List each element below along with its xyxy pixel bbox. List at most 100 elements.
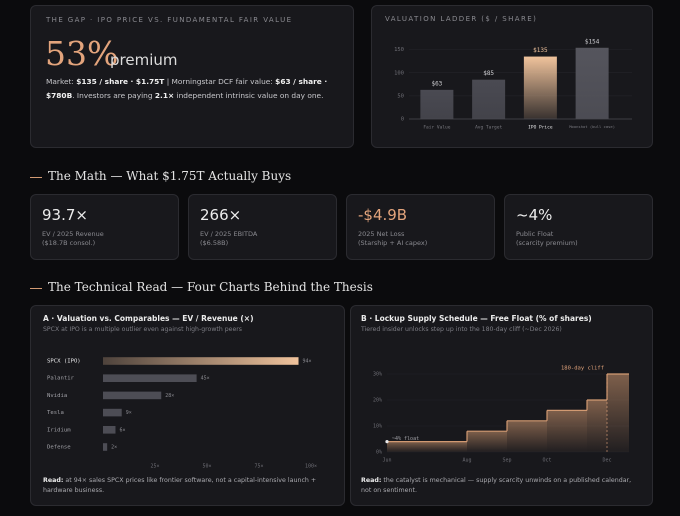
y-tick-label: 100 (394, 70, 404, 76)
value-label: 6× (119, 427, 125, 433)
stat-label: 2025 Net Loss (358, 230, 405, 238)
y-tick-label: Defense (47, 445, 71, 451)
note-lead: Read: (361, 477, 382, 484)
x-tick-label: IPO Price (528, 125, 553, 131)
bar (420, 89, 454, 119)
value-label: 94× (303, 359, 312, 365)
chart-title: A · Valuation vs. Comparables — EV / Rev… (43, 314, 254, 323)
note-lead: Read: (43, 477, 64, 484)
headline: 53% (45, 34, 119, 73)
value-label: 45× (201, 376, 210, 382)
gap-text-segment: independent intrinsic value on day one. (174, 91, 324, 100)
bar (575, 47, 609, 119)
annotation: ~4% float (392, 436, 419, 442)
stat-card (30, 194, 179, 260)
step-area (587, 400, 607, 452)
chart-note: Read: at 94× sales SPCX prices like fron… (43, 476, 328, 496)
chart-title: VALUATION LADDER ($ / SHARE) (385, 15, 538, 23)
x-tick-label: Oct (542, 458, 551, 464)
value-label: $63 (431, 80, 442, 87)
stat-note: ($6.58B) (200, 239, 229, 247)
stat-value: 93.7× (42, 206, 88, 224)
step-area (607, 374, 629, 452)
x-tick-label: 75× (254, 464, 263, 470)
y-tick-label: Nvidia (47, 393, 67, 399)
bar (103, 408, 122, 417)
x-tick-label: Fair Value (423, 125, 450, 131)
step-area (467, 431, 507, 452)
chart-note: Read: the catalyst is mechanical — suppl… (361, 476, 641, 496)
gap-text-segment: 2.1× (154, 91, 175, 100)
annotation: 180-day cliff (561, 366, 604, 372)
chart-subtitle: SPCX at IPO is a multiple outlier even a… (43, 326, 243, 333)
headline-suffix: premium (110, 51, 178, 69)
value-label: $135 (533, 47, 548, 54)
x-tick-label: Dec (602, 458, 611, 464)
chart-subtitle: Tiered insider unlocks step up into the … (361, 326, 562, 333)
stat-label: EV / 2025 EBITDA (200, 230, 258, 238)
x-tick-label: Jun (382, 458, 391, 464)
x-tick-label: Moonshot (bull case) (569, 124, 615, 129)
note-text: at 94× sales SPCX prices like frontier s… (43, 477, 317, 494)
stat-value: -$4.9B (358, 206, 408, 224)
step-area (387, 441, 467, 452)
y-tick-label: SPCX (IPO) (47, 359, 81, 365)
y-tick-label: Iridium (47, 427, 71, 433)
y-tick-label: 50 (397, 93, 404, 99)
stat-value: 266× (200, 206, 242, 224)
stat-card (188, 194, 337, 260)
stat-label: EV / 2025 Revenue (42, 230, 104, 238)
value-label: $85 (483, 70, 494, 77)
bar (472, 79, 506, 119)
stat-note: ($18.7B consol.) (42, 239, 96, 247)
gap-text-segment: $135 / share · $1.75T (76, 77, 165, 86)
value-label: $154 (585, 38, 600, 45)
y-tick-label: Palantir (47, 376, 75, 382)
x-tick-label: Sep (502, 458, 511, 464)
x-tick-label: Aug (462, 458, 471, 464)
bar (103, 443, 108, 451)
point (385, 440, 389, 444)
section-heading: The Technical Read — Four Charts Behind … (48, 280, 373, 294)
step-area (547, 410, 587, 452)
note-text: the catalyst is mechanical — supply scar… (361, 477, 632, 494)
x-tick-label: Avg Target (475, 125, 502, 131)
y-tick-label: 10% (373, 424, 382, 430)
bar (103, 357, 299, 365)
y-tick-label: 0% (376, 450, 382, 456)
y-tick-label: 0 (401, 117, 404, 123)
value-label: 2× (111, 445, 117, 451)
step-area (507, 420, 547, 452)
y-tick-label: 150 (394, 47, 404, 53)
y-tick-label: 30% (373, 372, 382, 378)
bar (103, 426, 116, 434)
gap-text: Market: $135 / share · $1.75T | Mornings… (46, 75, 341, 103)
gap-text-segment: Market: (46, 77, 77, 86)
gap-text-segment: $63 / share · $780B (46, 77, 328, 100)
value-label: 28× (165, 393, 174, 399)
x-tick-label: 100× (305, 464, 317, 470)
bar (103, 391, 162, 400)
gap-card (30, 5, 354, 148)
bar (523, 56, 557, 119)
x-tick-label: 25× (150, 464, 159, 470)
stat-value: ~4% (516, 206, 553, 224)
gap-label: THE GAP · IPO PRICE VS. FUNDAMENTAL FAIR… (46, 16, 293, 24)
stat-label: Public Float (516, 230, 554, 238)
gap-text-segment: . Investors are paying (72, 91, 155, 100)
stat-card (346, 194, 495, 260)
bar (103, 374, 197, 382)
x-tick-label: 50× (202, 464, 211, 470)
value-label: 9× (126, 410, 132, 416)
y-tick-label: Tesla (47, 410, 64, 416)
gap-text-segment: | Morningstar DCF fair value: (164, 77, 276, 86)
y-tick-label: 20% (373, 398, 382, 404)
chart-title: B · Lockup Supply Schedule — Free Float … (361, 314, 592, 323)
panel-a (30, 305, 345, 506)
stat-card (504, 194, 653, 260)
stat-note: (Starship + AI capex) (358, 239, 428, 247)
stat-note: (scarcity premium) (516, 239, 578, 247)
section-heading: The Math — What $1.75T Actually Buys (48, 169, 292, 183)
